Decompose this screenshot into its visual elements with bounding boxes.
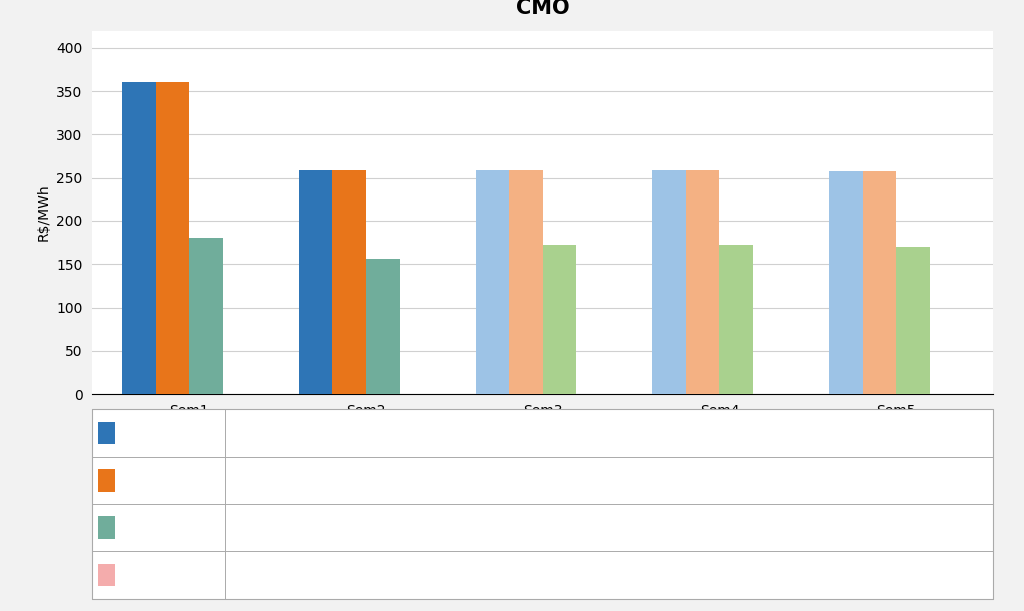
Bar xyxy=(896,247,930,394)
Text: Nordeste: Nordeste xyxy=(119,521,179,534)
Bar xyxy=(299,170,333,394)
Text: 258,80: 258,80 xyxy=(739,474,786,487)
Text: 258,30: 258,30 xyxy=(893,474,940,487)
Text: 180,44: 180,44 xyxy=(279,521,326,534)
Text: 360,75: 360,75 xyxy=(279,426,326,439)
Text: 0,00: 0,00 xyxy=(902,569,931,582)
Bar xyxy=(509,170,543,394)
Text: 258,80: 258,80 xyxy=(739,426,786,439)
Text: Sul: Sul xyxy=(119,474,139,487)
Text: 171,71: 171,71 xyxy=(739,521,786,534)
Bar xyxy=(686,170,720,394)
Text: 0,00: 0,00 xyxy=(595,569,624,582)
Text: 171,71: 171,71 xyxy=(586,521,633,534)
Text: 155,65: 155,65 xyxy=(432,521,479,534)
Bar xyxy=(156,82,189,394)
Bar xyxy=(98,564,115,587)
Bar xyxy=(98,516,115,539)
Bar xyxy=(333,170,366,394)
Bar xyxy=(720,246,753,394)
Bar xyxy=(475,170,509,394)
Bar xyxy=(122,82,156,394)
Y-axis label: R$/MWh: R$/MWh xyxy=(37,183,50,241)
Text: 360,75: 360,75 xyxy=(279,474,326,487)
Bar xyxy=(92,409,993,599)
Bar xyxy=(98,469,115,492)
Title: CMO: CMO xyxy=(516,0,569,18)
Text: 169,56: 169,56 xyxy=(893,521,940,534)
Text: Sudeste: Sudeste xyxy=(119,426,173,439)
Bar xyxy=(829,170,862,394)
Bar xyxy=(98,422,115,444)
Text: 258,95: 258,95 xyxy=(586,474,633,487)
Text: 258,44: 258,44 xyxy=(432,474,479,487)
Text: Norte: Norte xyxy=(119,569,156,582)
Bar xyxy=(652,170,686,394)
Text: 258,30: 258,30 xyxy=(893,426,940,439)
Text: 0,00: 0,00 xyxy=(441,569,470,582)
Text: 0,00: 0,00 xyxy=(288,569,316,582)
Text: 258,44: 258,44 xyxy=(432,426,479,439)
Text: 258,95: 258,95 xyxy=(586,426,633,439)
Text: 0,00: 0,00 xyxy=(749,569,777,582)
Bar xyxy=(862,170,896,394)
Bar xyxy=(366,259,399,394)
Bar xyxy=(543,246,577,394)
Bar xyxy=(189,238,223,394)
